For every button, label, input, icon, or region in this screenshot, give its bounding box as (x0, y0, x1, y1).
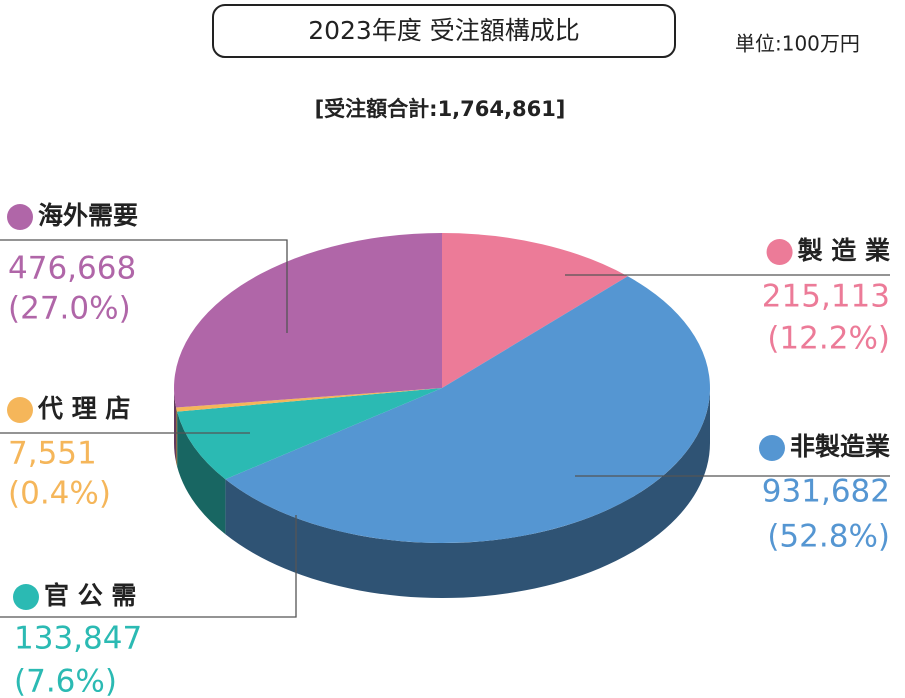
pie-slice (174, 233, 442, 408)
category-label: 海外需要 (38, 201, 138, 230)
percent-label: (7.6%) (14, 664, 117, 698)
labels: 製 造 業 215,113 (12.2%) 非製造業 931,682 (52.8%) 官 公… (0, 201, 890, 698)
category-label: 代 理 店 (37, 394, 130, 423)
pie-side (176, 407, 178, 467)
category-label: 製 造 業 (797, 236, 890, 265)
pie-slice (177, 388, 443, 480)
subtitle: [受注額合計:1,764,861] (315, 97, 566, 121)
category-label: 非製造業 (790, 432, 890, 461)
percent-label: (12.2%) (767, 321, 890, 357)
value-label: 215,113 (762, 279, 890, 315)
chart-title: 2023年度 受注額構成比 (308, 16, 580, 45)
legend-dot (766, 239, 793, 265)
pie-side (177, 411, 226, 535)
legend-dot (7, 204, 33, 230)
pie-tops (174, 233, 711, 543)
value-label: 476,668 (8, 251, 136, 287)
legend-dot (7, 397, 33, 423)
pie-slice (176, 388, 442, 412)
unit-note: 単位:100万円 (735, 32, 860, 56)
category-label: 官 公 需 (44, 581, 136, 610)
pie-slice (442, 233, 628, 388)
legend-dot (758, 435, 785, 461)
value-label: 7,551 (8, 436, 97, 472)
title-box (212, 4, 676, 58)
percent-label: (0.4%) (8, 476, 111, 512)
pie-sides (174, 388, 711, 598)
pie-side (225, 388, 711, 598)
leader-line (0, 515, 297, 618)
leader-line (0, 239, 288, 333)
percent-label: (27.0%) (8, 291, 131, 327)
pie-side (174, 388, 177, 463)
legend-dot (13, 584, 39, 610)
value-label: 133,847 (14, 621, 142, 657)
value-label: 931,682 (762, 474, 890, 510)
percent-label: (52.8%) (767, 519, 890, 555)
